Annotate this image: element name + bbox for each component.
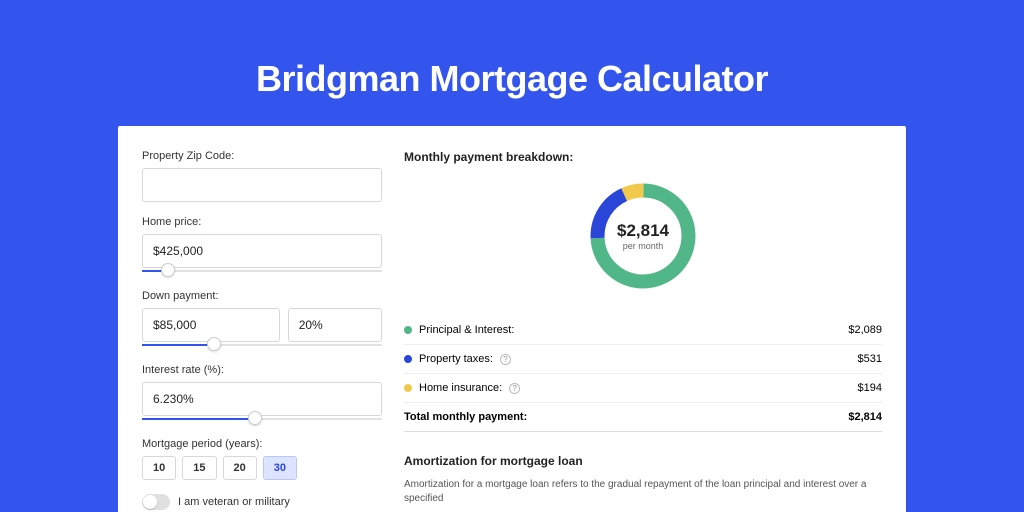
- period-option-10[interactable]: 10: [142, 456, 176, 480]
- slider-thumb-home-price[interactable]: [161, 263, 175, 277]
- breakdown-row-label: Property taxes:: [419, 353, 493, 365]
- donut-amount: $2,814: [617, 221, 669, 241]
- breakdown-row-value: $2,089: [848, 324, 882, 336]
- donut-chart: $2,814 per month: [583, 176, 703, 296]
- field-home-price: Home price: $425,000: [142, 216, 382, 276]
- input-zip[interactable]: [142, 168, 382, 202]
- color-dot: [404, 384, 412, 392]
- field-rate: Interest rate (%): 6.230%: [142, 364, 382, 424]
- breakdown-row-value: $194: [858, 382, 882, 394]
- breakdown-row-label: Principal & Interest:: [419, 324, 514, 336]
- color-dot: [404, 355, 412, 363]
- period-options: 1015 2030: [142, 456, 382, 480]
- label-down-payment: Down payment:: [142, 290, 382, 302]
- toggle-veteran-row: I am veteran or military: [142, 494, 382, 510]
- help-icon[interactable]: ?: [509, 383, 520, 394]
- breakdown-title: Monthly payment breakdown:: [404, 150, 882, 164]
- page-background: Bridgman Mortgage Calculator Property Zi…: [0, 0, 1024, 512]
- breakdown-row-value: $531: [858, 353, 882, 365]
- toggle-veteran[interactable]: [142, 494, 170, 510]
- help-icon[interactable]: ?: [500, 354, 511, 365]
- field-zip: Property Zip Code:: [142, 150, 382, 202]
- slider-thumb-down-payment[interactable]: [207, 337, 221, 351]
- page-title: Bridgman Mortgage Calculator: [0, 0, 1024, 126]
- total-label: Total monthly payment:: [404, 411, 527, 423]
- label-zip: Property Zip Code:: [142, 150, 382, 162]
- slider-down-payment[interactable]: [142, 340, 382, 350]
- breakdown-row: Principal & Interest: $2,089: [404, 316, 882, 345]
- input-rate[interactable]: 6.230%: [142, 382, 382, 416]
- breakdown-row-label: Home insurance:: [419, 382, 502, 394]
- amortization-title: Amortization for mortgage loan: [404, 454, 882, 468]
- slider-rate[interactable]: [142, 414, 382, 424]
- period-option-20[interactable]: 20: [223, 456, 257, 480]
- breakdown-row: Home insurance:? $194: [404, 374, 882, 403]
- label-home-price: Home price:: [142, 216, 382, 228]
- donut-chart-wrap: $2,814 per month: [404, 176, 882, 296]
- amortization-text: Amortization for a mortgage loan refers …: [404, 478, 882, 506]
- donut-period: per month: [617, 241, 669, 251]
- label-period: Mortgage period (years):: [142, 438, 382, 450]
- period-option-15[interactable]: 15: [182, 456, 216, 480]
- calculator-panel: Property Zip Code: Home price: $425,000 …: [118, 126, 906, 512]
- input-home-price[interactable]: $425,000: [142, 234, 382, 268]
- color-dot: [404, 326, 412, 334]
- field-down-payment: Down payment: $85,000 20%: [142, 290, 382, 350]
- label-veteran: I am veteran or military: [178, 496, 290, 508]
- total-value: $2,814: [848, 411, 882, 423]
- breakdown-row: Property taxes:? $531: [404, 345, 882, 374]
- inputs-column: Property Zip Code: Home price: $425,000 …: [142, 150, 382, 512]
- field-period: Mortgage period (years): 1015 2030: [142, 438, 382, 480]
- breakdown-rows: Principal & Interest: $2,089 Property taxe…: [404, 316, 882, 403]
- slider-thumb-rate[interactable]: [248, 411, 262, 425]
- breakdown-column: Monthly payment breakdown: $2,814 per mo…: [404, 150, 882, 512]
- donut-center: $2,814 per month: [617, 221, 669, 251]
- toggle-knob: [143, 495, 157, 509]
- label-rate: Interest rate (%):: [142, 364, 382, 376]
- input-down-pct[interactable]: 20%: [288, 308, 382, 342]
- breakdown-total-row: Total monthly payment: $2,814: [404, 403, 882, 432]
- slider-home-price[interactable]: [142, 266, 382, 276]
- period-option-30[interactable]: 30: [263, 456, 297, 480]
